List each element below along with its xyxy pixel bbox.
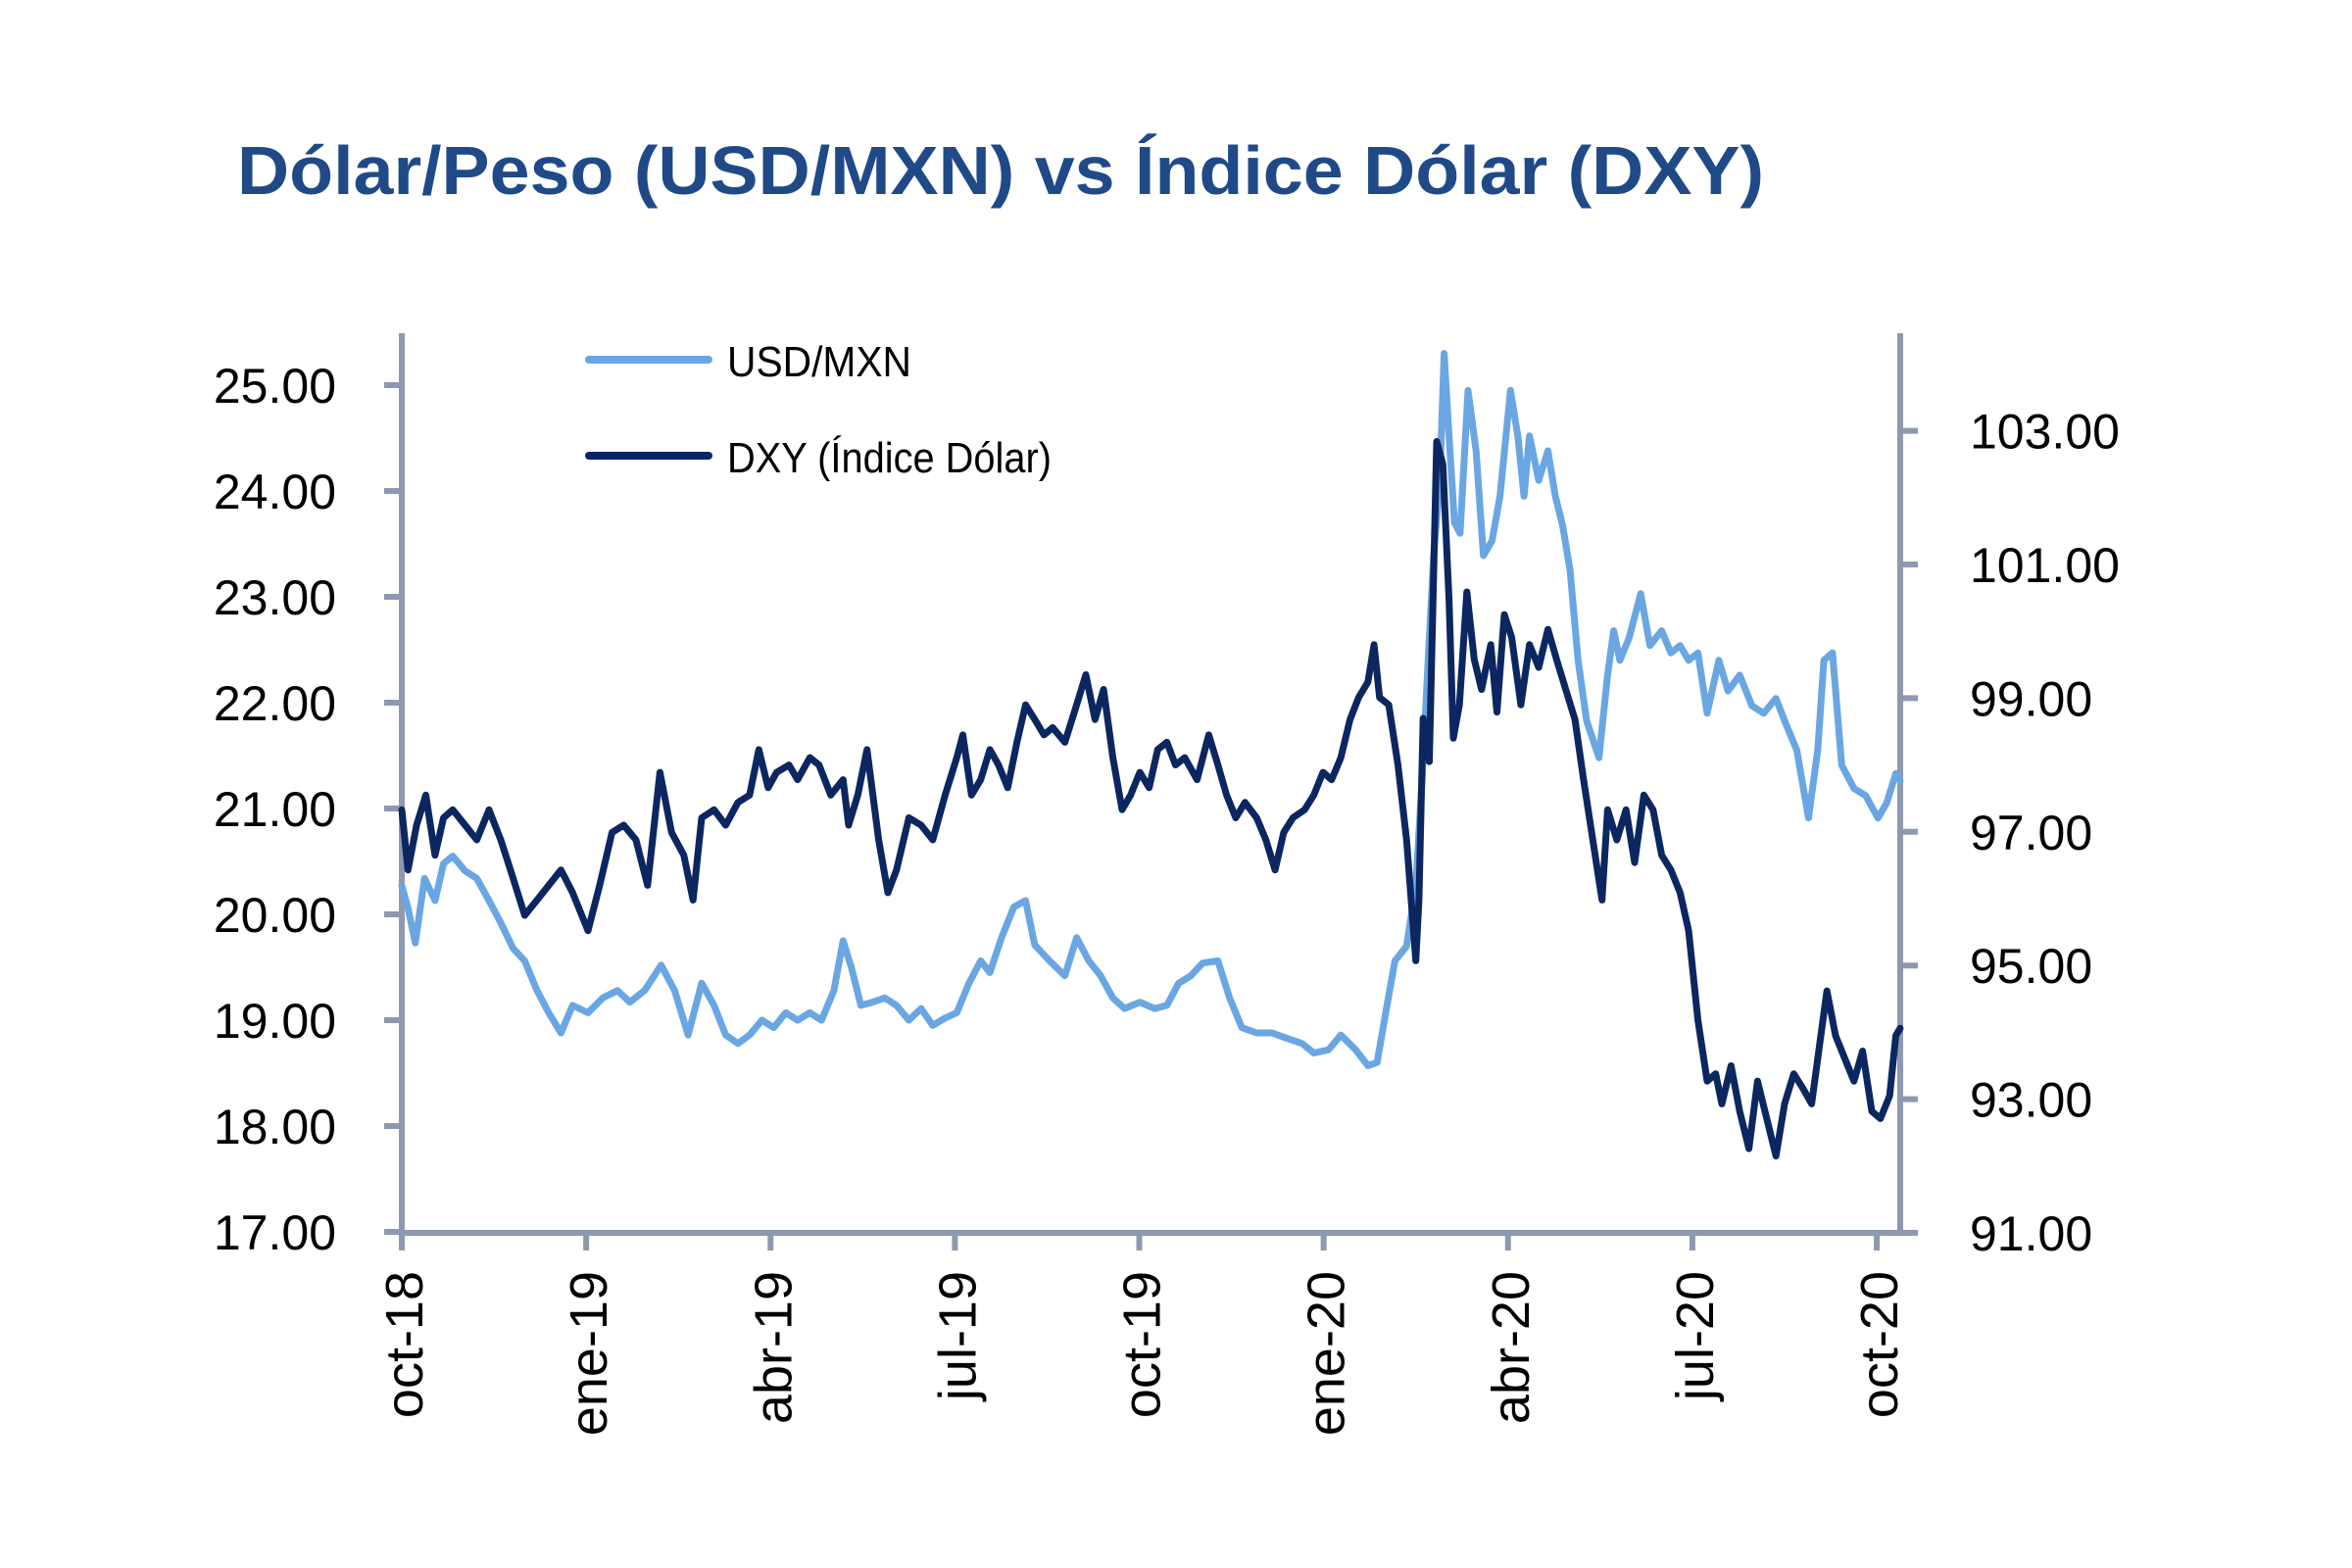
x-tick-label: jul-19 xyxy=(928,1271,987,1402)
legend-item-dxy: DXY (Índice Dólar) xyxy=(585,434,1052,482)
right-y-tick-label: 93.00 xyxy=(1970,1073,2092,1128)
left-y-tick-label: 18.00 xyxy=(214,1100,336,1154)
x-tick-label: oct-18 xyxy=(375,1271,434,1418)
x-tick-label: ene-19 xyxy=(560,1271,618,1436)
right-y-tick-label: 97.00 xyxy=(1970,806,2092,860)
legend: USD/MXN DXY (Índice Dólar) xyxy=(585,338,1052,482)
right-y-tick-label: 101.00 xyxy=(1970,538,2120,593)
x-tick-label: oct-19 xyxy=(1113,1271,1172,1418)
legend-item-usd-mxn: USD/MXN xyxy=(585,338,911,386)
legend-label-dxy: DXY (Índice Dólar) xyxy=(727,434,1052,482)
left-y-tick-label: 22.00 xyxy=(214,676,336,731)
right-y-tick-label: 99.00 xyxy=(1970,671,2092,726)
right-y-tick-label: 91.00 xyxy=(1970,1206,2092,1261)
chart-title: Dólar/Peso (USD/MXN) vs Índice Dólar (DX… xyxy=(237,132,1764,209)
tick-labels: 17.00 18.00 19.00 20.00 21.00 22.00 23.00 24.00… xyxy=(214,359,2120,1436)
series-line-dxy xyxy=(398,438,1904,1160)
right-y-tick-label: 103.00 xyxy=(1970,405,2120,460)
left-y-tick-label: 23.00 xyxy=(214,570,336,625)
axes xyxy=(399,333,1918,1236)
x-tick-label: ene-20 xyxy=(1298,1271,1356,1436)
right-y-tick-label: 95.00 xyxy=(1970,939,2092,994)
left-y-tick-label: 19.00 xyxy=(214,994,336,1049)
x-tick-label: abr-20 xyxy=(1482,1271,1541,1424)
left-y-tick-label: 21.00 xyxy=(214,782,336,837)
left-y-tick-label: 17.00 xyxy=(214,1205,336,1260)
left-y-tick-label: 25.00 xyxy=(214,359,336,414)
series-layer xyxy=(398,350,1904,1160)
left-y-tick-label: 20.00 xyxy=(214,888,336,943)
series-line-usd-mxn xyxy=(398,350,1904,1069)
x-tick-label: abr-19 xyxy=(744,1271,803,1424)
ticks xyxy=(384,382,1918,1250)
x-tick-label: oct-20 xyxy=(1850,1271,1909,1418)
legend-label-usd-mxn: USD/MXN xyxy=(727,338,911,386)
x-tick-label: jul-20 xyxy=(1666,1271,1725,1402)
left-y-tick-label: 24.00 xyxy=(214,465,336,519)
